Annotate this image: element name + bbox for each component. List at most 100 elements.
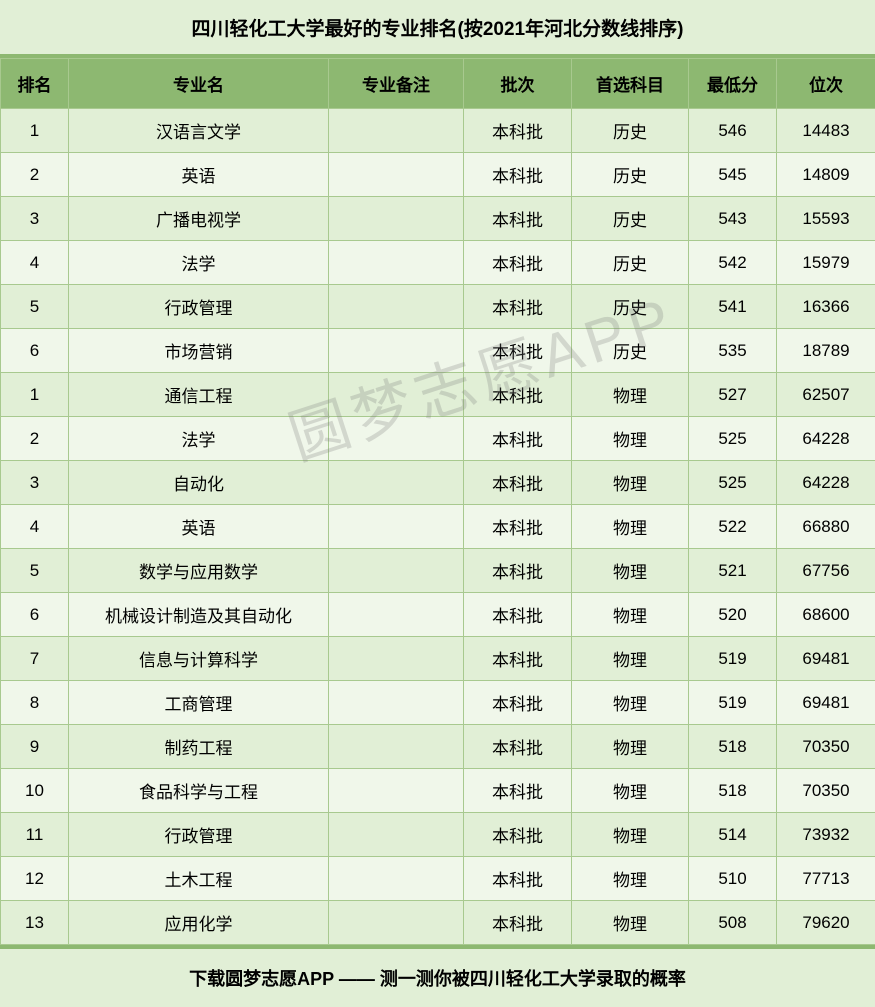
- table-cell: 物理: [572, 681, 689, 725]
- table-row: 5数学与应用数学本科批物理52167756: [1, 549, 875, 593]
- table-cell: 514: [689, 813, 777, 857]
- ranking-table: 排名 专业名 专业备注 批次 首选科目 最低分 位次 1汉语言文学本科批历史54…: [0, 58, 875, 945]
- table-cell: 物理: [572, 549, 689, 593]
- table-cell: 70350: [777, 769, 875, 813]
- table-cell: 本科批: [464, 769, 572, 813]
- table-cell: 汉语言文学: [69, 109, 329, 153]
- table-row: 8工商管理本科批物理51969481: [1, 681, 875, 725]
- table-cell: 本科批: [464, 241, 572, 285]
- table-cell: 本科批: [464, 637, 572, 681]
- table-cell: 545: [689, 153, 777, 197]
- table-cell: 物理: [572, 417, 689, 461]
- table-cell: 历史: [572, 329, 689, 373]
- table-cell: 68600: [777, 593, 875, 637]
- table-row: 3广播电视学本科批历史54315593: [1, 197, 875, 241]
- table-cell: 本科批: [464, 461, 572, 505]
- table-cell: 519: [689, 681, 777, 725]
- table-cell: 546: [689, 109, 777, 153]
- table-cell: 本科批: [464, 813, 572, 857]
- table-row: 3自动化本科批物理52564228: [1, 461, 875, 505]
- table-cell: 5: [1, 549, 69, 593]
- table-cell: [329, 505, 464, 549]
- table-cell: 67756: [777, 549, 875, 593]
- table-cell: 土木工程: [69, 857, 329, 901]
- table-cell: 521: [689, 549, 777, 593]
- table-cell: 542: [689, 241, 777, 285]
- table-cell: 527: [689, 373, 777, 417]
- table-cell: 英语: [69, 505, 329, 549]
- table-cell: [329, 549, 464, 593]
- table-row: 1通信工程本科批物理52762507: [1, 373, 875, 417]
- table-cell: 5: [1, 285, 69, 329]
- table-cell: [329, 373, 464, 417]
- table-cell: 历史: [572, 241, 689, 285]
- table-cell: 16366: [777, 285, 875, 329]
- table-cell: 518: [689, 769, 777, 813]
- table-cell: [329, 637, 464, 681]
- table-row: 1汉语言文学本科批历史54614483: [1, 109, 875, 153]
- table-cell: 本科批: [464, 109, 572, 153]
- table-row: 5行政管理本科批历史54116366: [1, 285, 875, 329]
- table-cell: 525: [689, 461, 777, 505]
- table-cell: 物理: [572, 857, 689, 901]
- table-cell: 历史: [572, 285, 689, 329]
- table-cell: 79620: [777, 901, 875, 945]
- table-cell: 6: [1, 593, 69, 637]
- col-header-rank: 排名: [1, 59, 69, 109]
- table-cell: 本科批: [464, 417, 572, 461]
- table-cell: 本科批: [464, 549, 572, 593]
- table-row: 7信息与计算科学本科批物理51969481: [1, 637, 875, 681]
- table-row: 2英语本科批历史54514809: [1, 153, 875, 197]
- table-row: 10食品科学与工程本科批物理51870350: [1, 769, 875, 813]
- table-cell: 信息与计算科学: [69, 637, 329, 681]
- table-cell: [329, 197, 464, 241]
- col-header-subject: 首选科目: [572, 59, 689, 109]
- col-header-batch: 批次: [464, 59, 572, 109]
- table-cell: [329, 153, 464, 197]
- table-row: 6机械设计制造及其自动化 本科批物理52068600: [1, 593, 875, 637]
- table-cell: 73932: [777, 813, 875, 857]
- table-row: 13应用化学本科批物理50879620: [1, 901, 875, 945]
- table-cell: 本科批: [464, 725, 572, 769]
- table-cell: 应用化学: [69, 901, 329, 945]
- table-cell: 1: [1, 373, 69, 417]
- table-cell: 历史: [572, 197, 689, 241]
- table-cell: [329, 725, 464, 769]
- table-cell: 法学: [69, 241, 329, 285]
- table-cell: 通信工程: [69, 373, 329, 417]
- table-cell: [329, 417, 464, 461]
- table-cell: 机械设计制造及其自动化: [69, 593, 329, 637]
- table-row: 4英语本科批物理52266880: [1, 505, 875, 549]
- table-cell: 541: [689, 285, 777, 329]
- table-cell: 本科批: [464, 593, 572, 637]
- table-cell: 物理: [572, 373, 689, 417]
- table-cell: 520: [689, 593, 777, 637]
- table-cell: 物理: [572, 769, 689, 813]
- table-cell: 8: [1, 681, 69, 725]
- table-cell: 自动化: [69, 461, 329, 505]
- table-cell: 66880: [777, 505, 875, 549]
- table-cell: 历史: [572, 109, 689, 153]
- table-cell: 本科批: [464, 373, 572, 417]
- table-cell: 本科批: [464, 329, 572, 373]
- table-cell: 4: [1, 241, 69, 285]
- table-cell: 11: [1, 813, 69, 857]
- table-header-row: 排名 专业名 专业备注 批次 首选科目 最低分 位次: [1, 59, 875, 109]
- table-cell: 69481: [777, 637, 875, 681]
- table-cell: [329, 285, 464, 329]
- table-cell: 物理: [572, 637, 689, 681]
- table-cell: 行政管理: [69, 813, 329, 857]
- table-cell: 15593: [777, 197, 875, 241]
- table-cell: 2: [1, 417, 69, 461]
- table-cell: 物理: [572, 725, 689, 769]
- table-row: 9制药工程本科批物理51870350: [1, 725, 875, 769]
- table-cell: 522: [689, 505, 777, 549]
- table-cell: 4: [1, 505, 69, 549]
- table-cell: 14809: [777, 153, 875, 197]
- col-header-position: 位次: [777, 59, 875, 109]
- table-cell: [329, 769, 464, 813]
- table-cell: 物理: [572, 593, 689, 637]
- table-cell: 510: [689, 857, 777, 901]
- table-body: 1汉语言文学本科批历史546144832英语本科批历史545148093广播电视…: [1, 109, 875, 945]
- table-container: 四川轻化工大学最好的专业排名(按2021年河北分数线排序) 圆梦志愿APP 排名…: [0, 0, 875, 1007]
